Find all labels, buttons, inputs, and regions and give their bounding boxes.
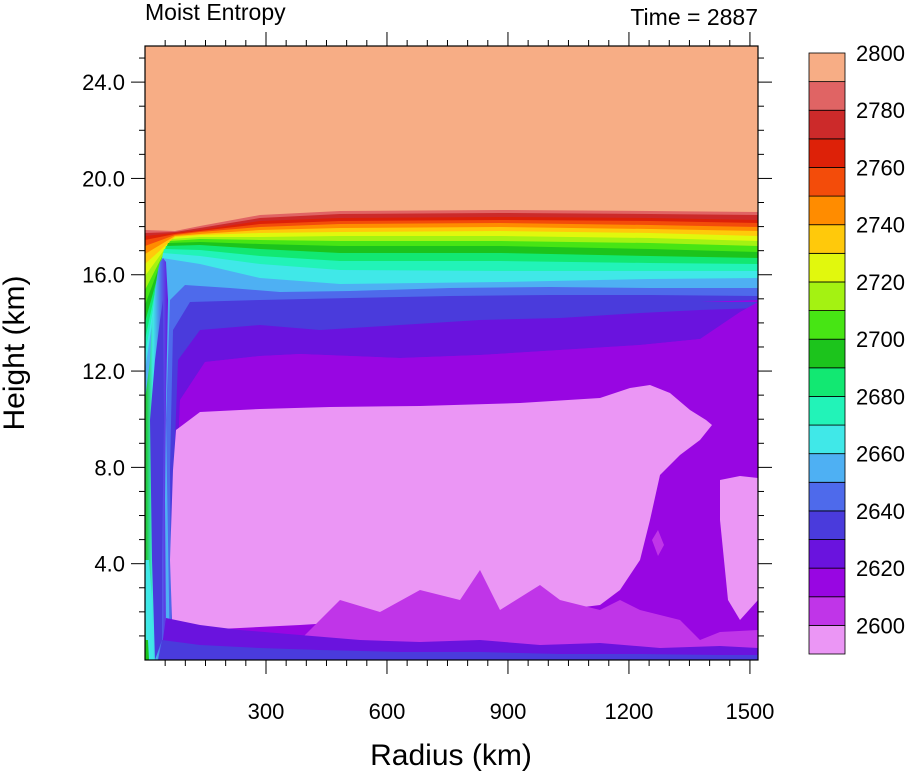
colorbar-swatch — [808, 424, 846, 455]
colorbar-swatch — [808, 195, 846, 226]
colorbar-label: 2740 — [856, 213, 905, 238]
colorbar-swatch — [808, 138, 846, 168]
band-2610-right-lobe — [652, 530, 664, 556]
core-green — [145, 640, 149, 660]
x-tick-label: 600 — [369, 699, 406, 724]
colorbar-swatch — [808, 396, 846, 426]
colorbar-swatch — [808, 167, 846, 197]
colorbar-swatch — [808, 624, 846, 655]
core-inner — [150, 300, 164, 660]
colorbar-label: 2640 — [856, 499, 905, 524]
core-cyan — [145, 560, 153, 660]
x-tick-label: 300 — [248, 699, 285, 724]
colorbar-label: 2620 — [856, 556, 905, 581]
colorbar-swatch — [808, 224, 846, 254]
colorbar-swatch — [808, 367, 846, 397]
colorbar-label: 2680 — [856, 384, 905, 409]
colorbar-swatch — [808, 567, 846, 598]
x-tick-label: 1200 — [604, 699, 653, 724]
colorbar-label: 2800 — [856, 41, 905, 66]
band-2610-lower — [300, 570, 758, 660]
bl-2630 — [158, 640, 758, 660]
y-tick-label: 12.0 — [82, 359, 125, 384]
colorbar-swatch — [808, 481, 846, 512]
colorbar-swatch — [808, 81, 846, 111]
colorbar-swatch — [808, 453, 846, 483]
colorbar-label: 2760 — [856, 155, 905, 180]
plot-frame — [144, 45, 759, 661]
y-tick-label: 20.0 — [82, 166, 125, 191]
colorbar-label: 2720 — [856, 270, 905, 295]
colorbar-swatch — [808, 310, 846, 340]
colorbar-label: 2700 — [856, 327, 905, 352]
x-tick-label: 1500 — [725, 699, 774, 724]
x-axis-ticks: 300 600 900 1200 1500 — [164, 32, 774, 724]
band-2600 — [170, 385, 712, 630]
y-axis-ticks: 4.0 8.0 12.0 16.0 20.0 24.0 — [82, 57, 772, 637]
y-tick-label: 24.0 — [82, 70, 125, 95]
colorbar-swatch — [808, 539, 846, 569]
chart-title: Moist Entropy — [145, 0, 286, 25]
colorbar-swatch — [808, 510, 846, 540]
colorbar: 2600 2620 2640 2660 2680 2700 2720 2740 2760 2780… — [808, 41, 905, 655]
band-2600-right — [720, 476, 758, 620]
bl-2620 — [160, 618, 758, 660]
y-tick-label: 4.0 — [94, 552, 125, 577]
contour-field — [145, 46, 758, 660]
x-tick-label: 900 — [490, 699, 527, 724]
colorbar-swatch — [808, 338, 846, 369]
colorbar-label: 2600 — [856, 613, 905, 638]
colorbar-label: 2780 — [856, 98, 905, 123]
colorbar-swatch — [808, 596, 846, 626]
y-tick-label: 16.0 — [82, 263, 125, 288]
colorbar-swatch — [808, 252, 846, 283]
colorbar-label: 2660 — [856, 442, 905, 467]
colorbar-swatch — [808, 52, 846, 83]
colorbar-swatch — [808, 281, 846, 311]
x-axis-label: Radius (km) — [370, 739, 532, 772]
time-label: Time = 2887 — [630, 4, 758, 30]
y-tick-label: 8.0 — [94, 455, 125, 480]
y-axis-label: Height (km) — [0, 275, 31, 430]
colorbar-swatch — [808, 109, 846, 140]
